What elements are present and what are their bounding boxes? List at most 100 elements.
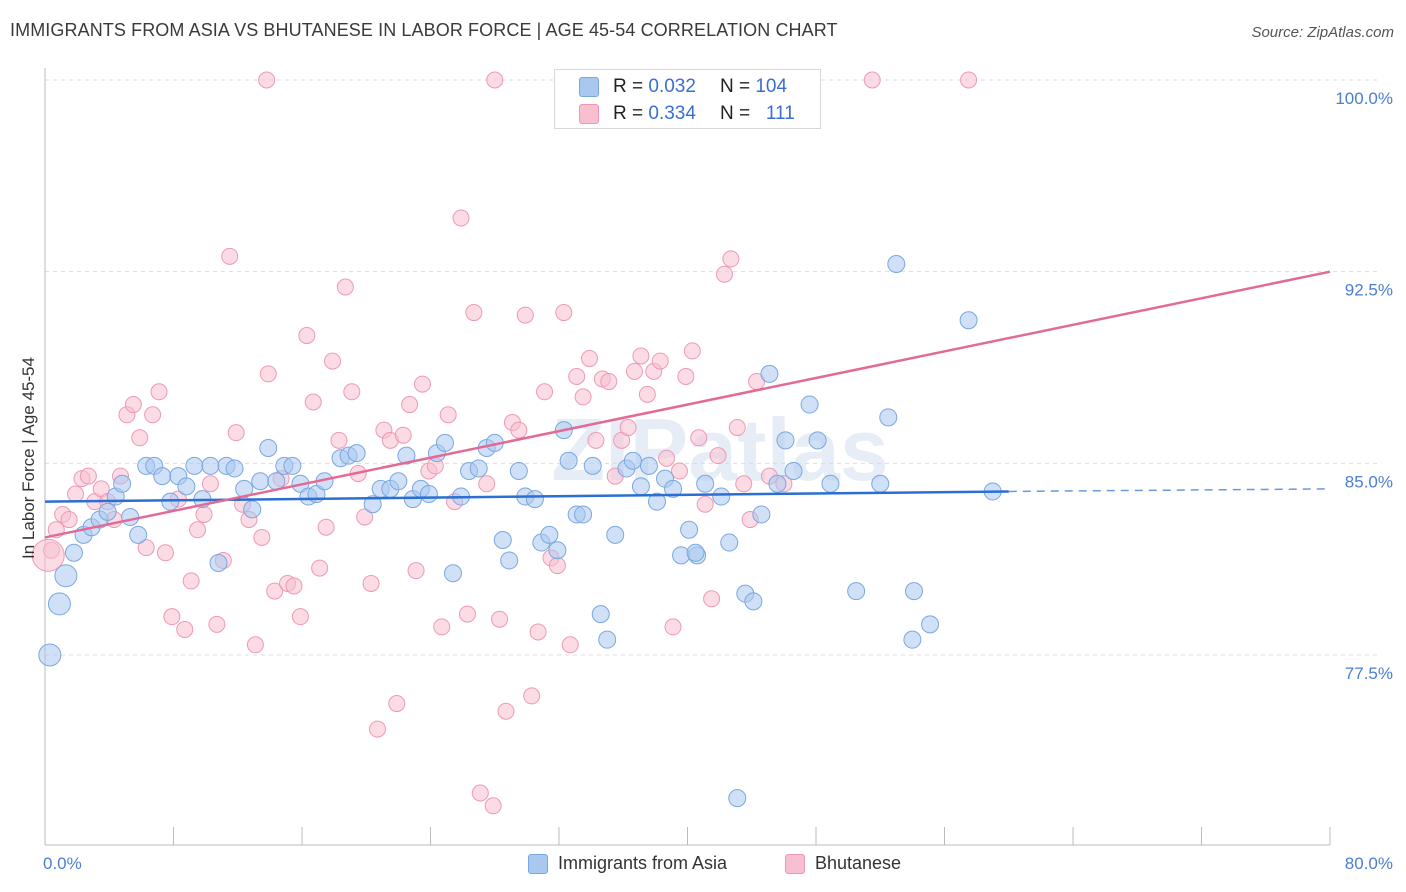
asia-point bbox=[98, 502, 117, 521]
asia-point bbox=[664, 479, 683, 498]
asia-point bbox=[225, 459, 244, 478]
bhutan-swatch bbox=[579, 104, 599, 124]
gridlines bbox=[45, 79, 1380, 656]
asia-point bbox=[591, 605, 610, 624]
asia-point bbox=[744, 592, 763, 611]
bhutanese-point bbox=[574, 388, 592, 406]
asia-point bbox=[500, 551, 519, 570]
asia-point bbox=[768, 474, 787, 493]
bhutanese-point bbox=[189, 521, 207, 539]
asia-point bbox=[760, 364, 779, 383]
bhutanese-point bbox=[368, 720, 386, 738]
asia-point bbox=[54, 564, 78, 588]
asia-point bbox=[548, 541, 567, 560]
bhutanese-point bbox=[690, 429, 708, 447]
chart-source: Source: ZipAtlas.com bbox=[1251, 24, 1394, 41]
asia-point bbox=[209, 554, 228, 572]
bhutanese-point bbox=[124, 396, 142, 414]
legend-label-bhutan: Bhutanese bbox=[815, 853, 902, 873]
asia-point bbox=[283, 456, 302, 475]
correlation-legend: R = 0.032 N = 104 R = 0.334 N = 111 bbox=[554, 69, 821, 129]
bhutanese-point bbox=[163, 608, 181, 626]
asia-point bbox=[847, 582, 866, 601]
bhutanese-point bbox=[433, 618, 451, 636]
asia-point bbox=[696, 474, 715, 493]
bhutanese-point bbox=[638, 385, 656, 403]
legend-item-bhutan: Bhutanese bbox=[785, 853, 901, 874]
bhutanese-point bbox=[394, 426, 412, 444]
bhutanese-point bbox=[182, 572, 200, 590]
legend-item-asia: Immigrants from Asia bbox=[528, 853, 727, 874]
bhutanese-point bbox=[561, 636, 579, 654]
asia-point bbox=[201, 456, 220, 475]
y-tick-label: 85.0% bbox=[1345, 472, 1393, 491]
n-label: N = bbox=[719, 103, 751, 124]
asia-point bbox=[800, 395, 819, 414]
asia-point bbox=[559, 451, 578, 470]
bhutanese-point bbox=[632, 347, 650, 365]
bhutanese-point bbox=[195, 505, 213, 523]
bhutanese-point bbox=[298, 327, 316, 345]
bhutanese-point bbox=[581, 350, 599, 368]
asia-point bbox=[606, 525, 625, 544]
asia-point bbox=[435, 433, 454, 452]
r-value-asia: 0.032 bbox=[648, 76, 696, 97]
asia-point bbox=[419, 485, 438, 503]
bhutanese-point bbox=[677, 367, 695, 385]
asia-point bbox=[808, 431, 827, 450]
asia-point bbox=[784, 462, 803, 480]
bhutanese-point bbox=[709, 447, 727, 465]
asia-point bbox=[686, 543, 705, 562]
asia-point bbox=[47, 592, 71, 616]
bhutanese-point bbox=[568, 367, 586, 385]
bhutanese-point bbox=[60, 511, 78, 529]
asia-point bbox=[64, 543, 83, 562]
bhutanese-point bbox=[253, 528, 271, 546]
asia-point bbox=[776, 431, 795, 450]
bhutanese-point bbox=[703, 590, 721, 608]
asia-point bbox=[121, 508, 140, 526]
bhutanese-point bbox=[330, 431, 348, 449]
bhutanese-point bbox=[246, 636, 264, 654]
asia-point bbox=[129, 525, 148, 544]
bhutanese-point bbox=[664, 618, 682, 636]
n-value-bhutan: 111 bbox=[765, 103, 795, 124]
bhutanese-point bbox=[413, 375, 431, 393]
asia-point bbox=[959, 311, 978, 330]
bhutanese-point bbox=[536, 383, 554, 401]
bhutanese-point bbox=[600, 373, 618, 391]
bhutanese-point bbox=[258, 71, 276, 89]
bhutanese-point bbox=[227, 424, 245, 442]
axes bbox=[44, 68, 1331, 846]
legend-row-bhutan: R = 0.334 N = 111 bbox=[579, 101, 795, 127]
asia-point bbox=[728, 789, 747, 808]
bhutanese-point bbox=[658, 449, 676, 467]
bhutanese-point bbox=[452, 209, 470, 227]
asia-point bbox=[904, 582, 923, 601]
asia-point bbox=[871, 474, 890, 493]
tick-labels: 77.5% 85.0% 92.5% 100.0% 0.0% 80.0% bbox=[43, 89, 1393, 873]
bhutanese-point bbox=[201, 475, 219, 493]
bhutanese-point bbox=[304, 393, 322, 411]
bhutanese-point bbox=[728, 419, 746, 437]
asia-point bbox=[347, 444, 366, 463]
asia-point bbox=[712, 487, 731, 506]
bhutanese-point bbox=[439, 406, 457, 424]
bhutanese-point bbox=[529, 623, 547, 641]
asia-point bbox=[720, 533, 739, 552]
bhutanese-point bbox=[362, 574, 380, 592]
asia-point bbox=[389, 472, 408, 491]
bhutanese-point bbox=[548, 557, 566, 575]
bhutanese-point bbox=[259, 365, 277, 383]
bhutanese-point bbox=[144, 406, 162, 424]
asia-point bbox=[493, 531, 512, 549]
asia-point bbox=[598, 630, 617, 649]
bhutanese-point bbox=[960, 71, 978, 89]
asia-point bbox=[185, 456, 204, 475]
bhutanese-point bbox=[465, 304, 483, 322]
bhutanese-point bbox=[208, 615, 226, 633]
asia-swatch bbox=[579, 77, 599, 97]
series-legend: Immigrants from Asia Bhutanese bbox=[0, 850, 1406, 878]
bhutanese-point bbox=[478, 475, 496, 493]
